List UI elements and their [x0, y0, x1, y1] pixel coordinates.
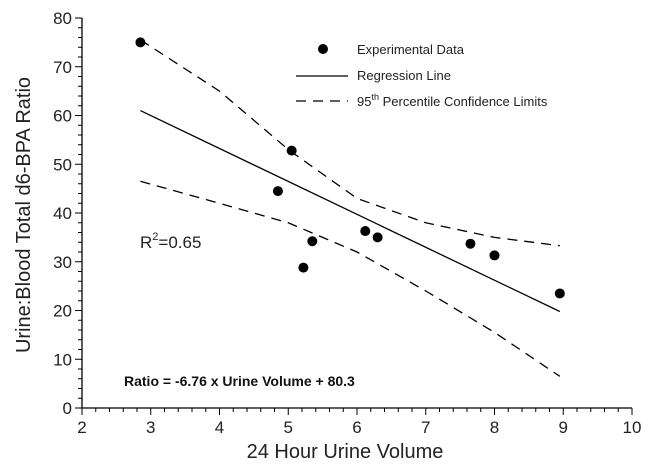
legend-label-confidence-limits: 95th Percentile Confidence Limits: [357, 92, 548, 109]
legend-label-experimental-data: Experimental Data: [357, 42, 465, 57]
x-tick-label: 5: [284, 418, 293, 437]
x-tick-label: 3: [146, 418, 155, 437]
data-point: [298, 262, 309, 273]
x-tick-label: 6: [352, 418, 361, 437]
lower-confidence-limit: [140, 180, 561, 377]
legend: Experimental Data Regression Line 95th P…: [296, 42, 548, 109]
x-tick-label: 4: [215, 418, 224, 437]
y-tick-label: 20: [53, 302, 72, 321]
y-tick-label: 60: [53, 107, 72, 126]
plot-area: [135, 37, 565, 377]
y-tick-label: 10: [53, 350, 72, 369]
y-tick-label: 30: [53, 253, 72, 272]
ticks: [75, 17, 633, 415]
x-axis-title: 24 Hour Urine Volume: [247, 441, 444, 463]
regression-equation: Ratio = -6.76 x Urine Volume + 80.3: [124, 373, 355, 389]
x-tick-label: 8: [490, 418, 499, 437]
y-axis-title: Urine:Blood Total d6-BPA Ratio: [13, 77, 35, 353]
legend-label-regression-line: Regression Line: [357, 68, 451, 83]
y-tick-label: 40: [53, 204, 72, 223]
y-tick-label: 70: [53, 58, 72, 77]
r-squared-annotation: R2=0.65: [140, 231, 201, 252]
y-tick-label: 80: [53, 9, 72, 28]
tick-labels: 2 3 4 5 6 7 8 9 10 0 10 20 30 40 50 60 70 80: [53, 9, 641, 437]
y-tick-label: 0: [63, 399, 72, 418]
data-point: [286, 145, 297, 156]
upper-confidence-limit: [140, 39, 560, 247]
data-point: [272, 186, 283, 197]
data-point: [465, 238, 476, 249]
y-tick-label: 50: [53, 155, 72, 174]
data-point: [360, 226, 371, 237]
regression-line: [140, 110, 561, 313]
x-tick-label: 2: [77, 418, 86, 437]
data-point: [554, 288, 565, 299]
x-tick-label: 9: [559, 418, 568, 437]
data-point: [135, 37, 146, 48]
data-point: [372, 232, 383, 243]
x-tick-label: 10: [623, 418, 642, 437]
legend-marker-experimental-data: [318, 44, 328, 54]
x-tick-label: 7: [421, 418, 430, 437]
data-point: [307, 236, 318, 247]
data-point: [489, 250, 500, 261]
